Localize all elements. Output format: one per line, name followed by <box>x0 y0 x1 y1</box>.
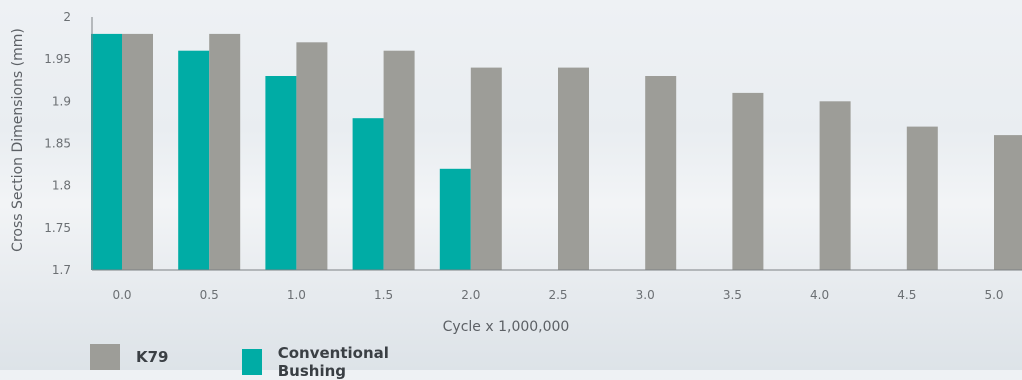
legend-item-k79: K79 <box>90 344 169 370</box>
x-tick-label: 3.0 <box>636 288 655 302</box>
x-tick-label: 1.5 <box>374 288 393 302</box>
bar-k79-1.0 <box>296 42 328 270</box>
y-tick-label: 1.75 <box>44 221 71 235</box>
bar-k79-0.0 <box>122 33 153 271</box>
y-tick-label: 1.9 <box>52 94 71 108</box>
bar-k79-0.5 <box>209 33 241 271</box>
y-tick-labels: 1.7 1.75 1.8 1.85 1.9 1.95 2 <box>44 10 71 277</box>
y-tick-label: 1.85 <box>44 137 71 151</box>
x-tick-labels: 0.0 0.5 1.0 1.5 2.0 2.5 3.0 3.5 4.0 4.5 5.0 <box>112 288 1003 302</box>
y-tick-label: 1.8 <box>52 179 71 193</box>
x-tick-label: 4.5 <box>897 288 916 302</box>
y-tick-label: 2 <box>63 10 71 24</box>
x-tick-label: 2.5 <box>548 288 567 302</box>
x-tick-label: 0.0 <box>112 288 131 302</box>
legend-swatch-k79 <box>90 344 120 370</box>
bar-chart: 1.7 1.75 1.8 1.85 1.9 1.95 2 0.0 0.5 1.0 1.5 2.0 2.… <box>10 10 1022 335</box>
bar-conventional-bushing-1.5 <box>352 118 384 270</box>
x-axis-title: Cycle x 1,000,000 <box>443 319 570 335</box>
y-axis-title: Cross Section Dimensions (mm) <box>10 28 26 252</box>
y-tick-label: 1.7 <box>52 263 71 277</box>
bar-k79-5.0 <box>994 135 1022 270</box>
bar-k79-2.0 <box>470 67 502 270</box>
bar-k79-3.5 <box>732 92 764 271</box>
legend-label-k79: K79 <box>136 348 169 366</box>
bar-k79-4.0 <box>819 101 851 270</box>
bar-conventional-bushing-0.5 <box>178 50 210 271</box>
bar-conventional-bushing-1.0 <box>265 76 297 270</box>
bar-k79-4.5 <box>906 126 938 270</box>
bar-k79-1.5 <box>383 50 415 271</box>
x-tick-label: 0.5 <box>200 288 219 302</box>
legend-label-conventional: Conventional Bushing <box>277 344 389 380</box>
bar-k79-3.0 <box>645 76 677 270</box>
bar-conventional-bushing-2.0 <box>439 168 471 270</box>
legend-swatch-conventional <box>242 349 262 375</box>
x-tick-label: 4.0 <box>810 288 829 302</box>
x-tick-label: 2.0 <box>461 288 480 302</box>
bar-k79-2.5 <box>558 67 589 270</box>
bar-conventional-bushing-0.0 <box>91 33 122 271</box>
bars-group <box>91 33 1022 271</box>
x-tick-label: 3.5 <box>723 288 742 302</box>
x-tick-label: 1.0 <box>287 288 306 302</box>
y-tick-label: 1.95 <box>44 52 71 66</box>
legend-item-conventional: Conventional Bushing <box>242 344 399 380</box>
x-tick-label: 5.0 <box>984 288 1003 302</box>
